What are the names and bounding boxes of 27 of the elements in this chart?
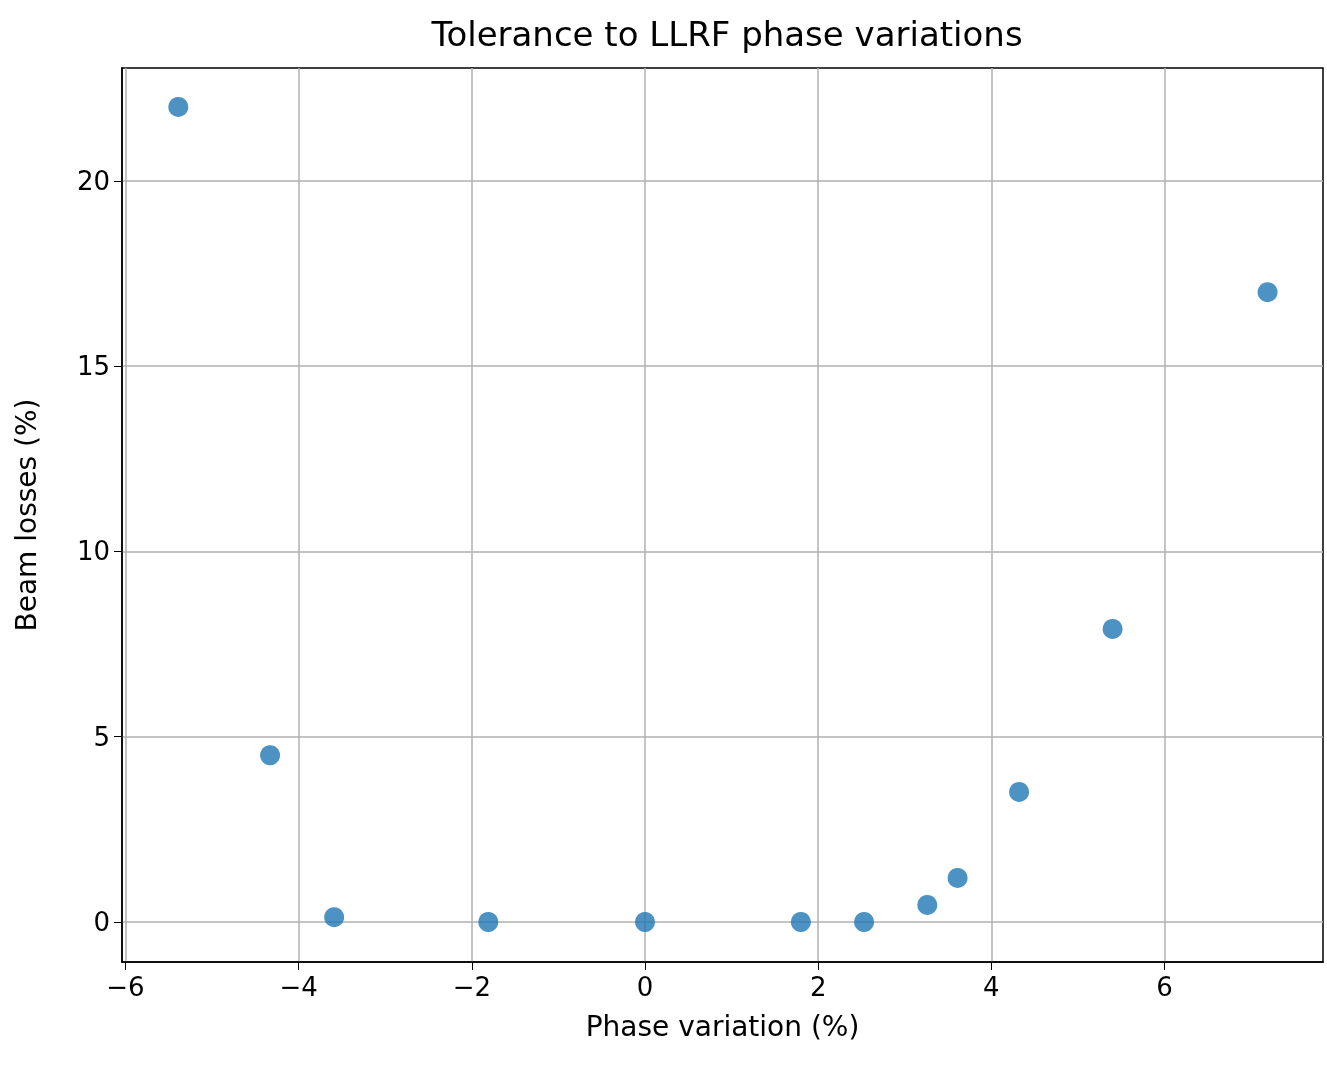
point: [260, 745, 281, 766]
point: [168, 96, 189, 117]
x-tick-label: 0: [636, 972, 654, 1002]
x-tick-label: −2: [452, 972, 491, 1002]
y-tick-label: 0: [93, 906, 110, 937]
chart-title: Tolerance to LLRF phase variations: [430, 14, 1023, 54]
point: [790, 911, 811, 932]
point: [1102, 618, 1123, 639]
point: [854, 911, 875, 932]
point: [1009, 781, 1030, 802]
y-axis-title: Beam losses (%): [9, 398, 43, 632]
x-axis-title: Phase variation (%): [585, 1009, 860, 1043]
y-tick-label: 5: [93, 721, 110, 752]
point: [478, 911, 499, 932]
point: [324, 907, 345, 928]
point: [635, 911, 655, 932]
y-tick-label: 15: [76, 351, 110, 382]
x-tick-label: −4: [279, 972, 318, 1002]
x-tick-label: 6: [1156, 972, 1173, 1002]
y-tick-label: 10: [76, 536, 110, 567]
x-tick-label: 2: [809, 972, 827, 1002]
point: [917, 894, 938, 915]
x-tick-label: 4: [983, 972, 1000, 1002]
x-tick-label: −6: [106, 972, 145, 1002]
y-tick-label: 20: [76, 166, 110, 196]
point: [947, 867, 968, 888]
point: [1257, 282, 1278, 303]
